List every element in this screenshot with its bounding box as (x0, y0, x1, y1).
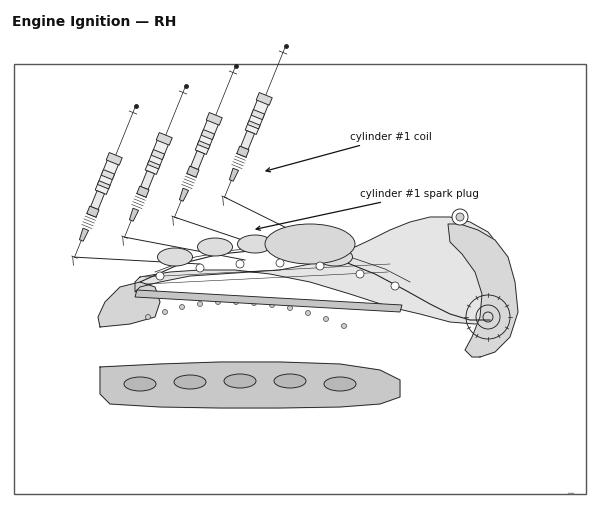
Ellipse shape (174, 375, 206, 389)
Polygon shape (130, 208, 139, 221)
Polygon shape (101, 169, 115, 180)
Polygon shape (229, 168, 239, 181)
Polygon shape (148, 161, 160, 169)
Ellipse shape (124, 377, 156, 391)
Circle shape (236, 260, 244, 268)
Polygon shape (100, 362, 400, 408)
Polygon shape (156, 133, 172, 145)
Circle shape (163, 309, 167, 314)
Ellipse shape (317, 248, 353, 266)
Polygon shape (191, 151, 205, 169)
Ellipse shape (324, 377, 356, 391)
Circle shape (179, 305, 185, 309)
Polygon shape (140, 170, 154, 189)
Bar (14, 64, 586, 494)
Polygon shape (247, 121, 260, 129)
Text: cylinder #1 coil: cylinder #1 coil (266, 132, 432, 172)
Circle shape (452, 209, 468, 225)
Polygon shape (135, 290, 402, 312)
Polygon shape (98, 282, 160, 327)
Circle shape (391, 282, 399, 290)
Polygon shape (87, 206, 99, 217)
Polygon shape (251, 110, 265, 120)
Text: Engine Ignition — RH: Engine Ignition — RH (12, 15, 176, 29)
Circle shape (197, 302, 203, 307)
Polygon shape (237, 146, 249, 157)
Polygon shape (245, 95, 271, 135)
Ellipse shape (265, 224, 355, 264)
Polygon shape (151, 150, 164, 160)
Polygon shape (241, 131, 254, 150)
Polygon shape (137, 186, 149, 197)
Polygon shape (179, 188, 188, 201)
Circle shape (251, 301, 257, 306)
Ellipse shape (224, 374, 256, 388)
Ellipse shape (238, 235, 272, 253)
Circle shape (316, 262, 324, 270)
Polygon shape (106, 153, 122, 165)
Circle shape (323, 316, 329, 322)
Ellipse shape (197, 238, 233, 256)
Polygon shape (135, 217, 515, 324)
Polygon shape (256, 93, 272, 105)
Polygon shape (97, 181, 110, 189)
Polygon shape (91, 191, 104, 209)
Polygon shape (206, 113, 222, 125)
Circle shape (356, 270, 364, 278)
Circle shape (215, 300, 221, 305)
Polygon shape (201, 130, 215, 140)
Polygon shape (145, 135, 170, 175)
Circle shape (146, 314, 151, 319)
Circle shape (276, 259, 284, 267)
Ellipse shape (277, 238, 313, 256)
Polygon shape (79, 228, 89, 241)
Polygon shape (197, 141, 210, 149)
Circle shape (156, 272, 164, 280)
Polygon shape (95, 155, 121, 195)
Polygon shape (195, 115, 221, 155)
Polygon shape (448, 224, 518, 357)
Circle shape (287, 306, 293, 310)
Text: cylinder #1 spark plug: cylinder #1 spark plug (256, 189, 479, 230)
Circle shape (269, 303, 275, 308)
Circle shape (305, 310, 311, 315)
Polygon shape (187, 166, 199, 177)
Circle shape (341, 324, 347, 329)
Circle shape (456, 213, 464, 221)
Ellipse shape (157, 248, 193, 266)
Ellipse shape (274, 374, 306, 388)
Circle shape (233, 300, 239, 305)
Circle shape (196, 264, 204, 272)
